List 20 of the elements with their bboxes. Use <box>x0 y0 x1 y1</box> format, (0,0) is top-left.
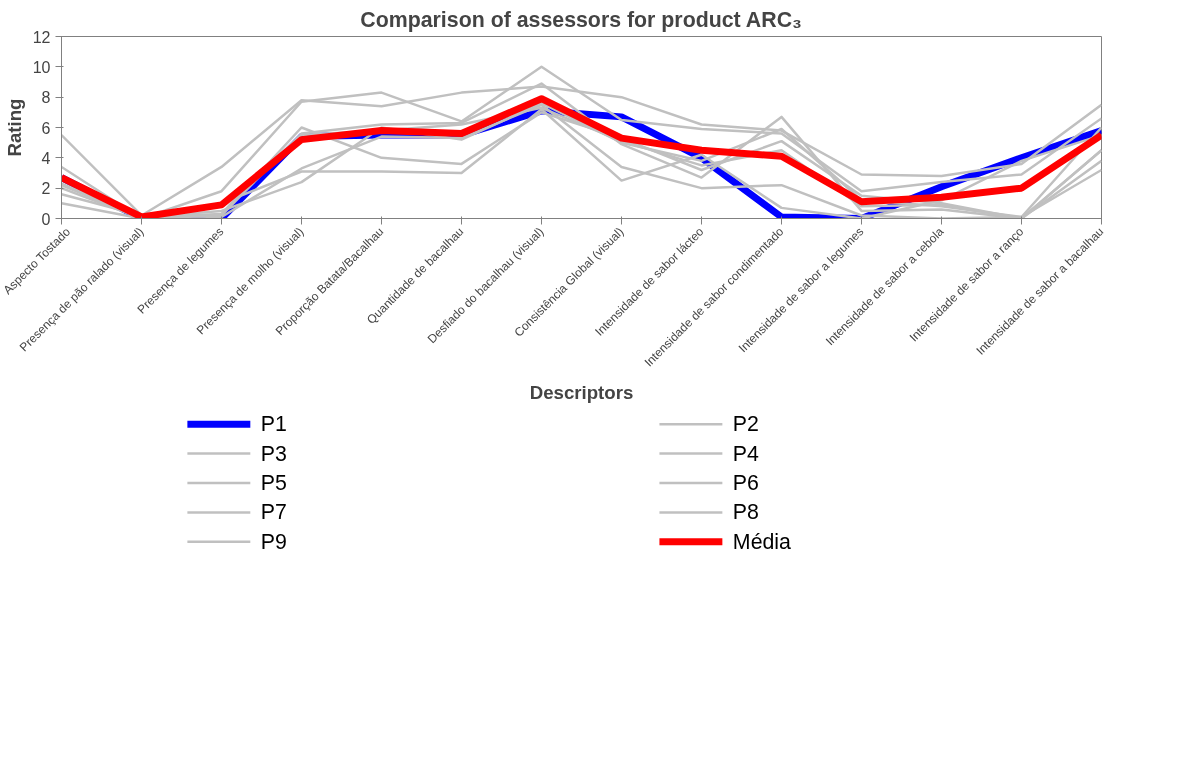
legend-label: Média <box>732 529 792 554</box>
y-tick-label: 12 <box>32 28 51 46</box>
y-tick-label: 2 <box>41 180 51 198</box>
y-tick-label: 6 <box>41 119 51 137</box>
y-tick-label: 0 <box>41 210 51 228</box>
legend-label: P3 <box>260 441 287 466</box>
legend-label: P6 <box>732 470 759 495</box>
legend-label: P4 <box>732 441 760 466</box>
x-axis-title: Descriptors <box>529 382 634 404</box>
legend-label: P2 <box>732 412 759 437</box>
y-tick-label: 4 <box>41 149 51 167</box>
y-axis-title: Rating <box>3 98 25 157</box>
y-tick-label: 10 <box>32 58 51 76</box>
legend-label: P9 <box>260 529 287 554</box>
legend-label: P5 <box>260 470 287 495</box>
legend-label: P7 <box>260 500 287 525</box>
legend-label: P8 <box>732 500 759 525</box>
y-tick-label: 8 <box>41 89 51 107</box>
legend-label: P1 <box>260 412 287 437</box>
chart-title: Comparison of assessors for product ARC₃ <box>360 7 802 32</box>
